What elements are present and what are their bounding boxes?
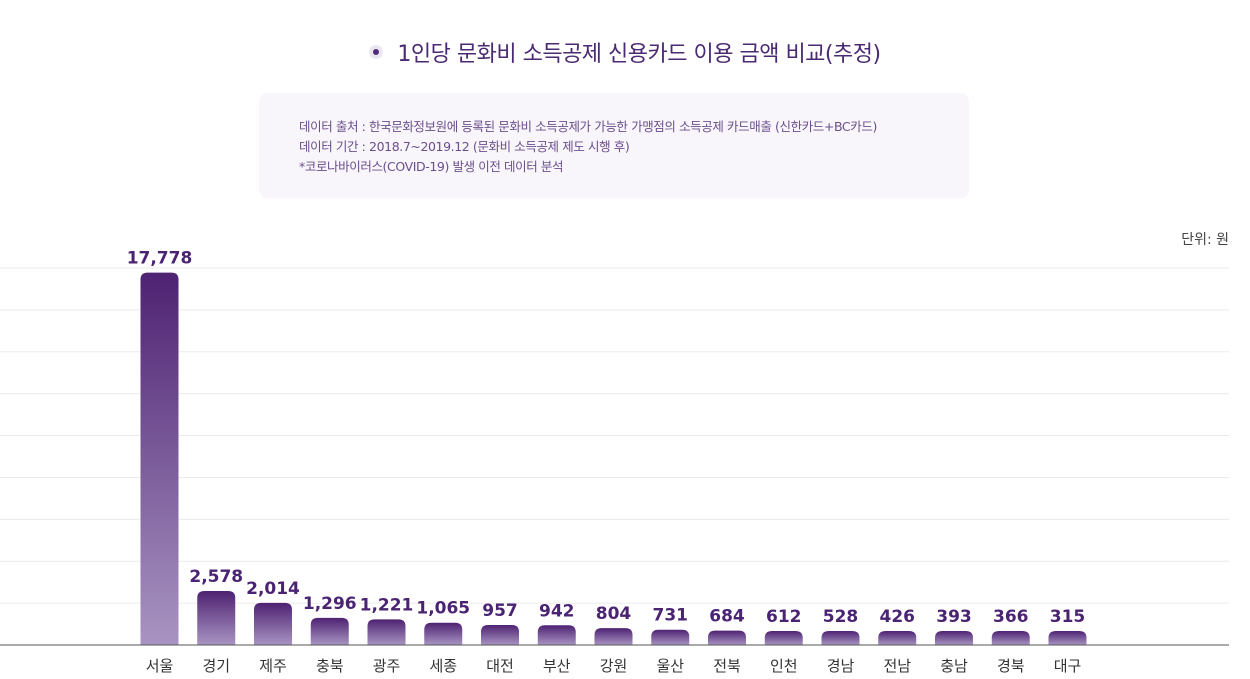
value-label: 1,221	[360, 595, 414, 615]
bar-제주	[254, 602, 292, 645]
value-label: 731	[653, 606, 689, 626]
bar-인천	[764, 631, 803, 645]
category-label: 서울	[146, 657, 174, 675]
bar-부산	[537, 625, 576, 645]
bullet-dot-icon	[369, 45, 384, 59]
category-label: 충남	[940, 657, 968, 675]
value-label: 957	[482, 601, 518, 621]
bar-서울	[140, 272, 179, 645]
value-label: 366	[993, 607, 1029, 627]
category-label: 제주	[259, 657, 287, 675]
value-label: 17,778	[127, 249, 193, 269]
bar-충남	[935, 631, 973, 645]
category-label: 대구	[1054, 657, 1082, 675]
bar-전북	[708, 630, 746, 645]
value-label: 612	[766, 607, 802, 627]
category-label: 대전	[486, 657, 514, 675]
value-label: 426	[880, 607, 916, 627]
bar-울산	[651, 629, 690, 645]
chart-title-row: 1인당 문화비 소득공제 신용카드 이용 금액 비교(추정)	[0, 34, 1250, 70]
category-label: 경기	[202, 657, 230, 675]
category-label: 전북	[713, 657, 741, 675]
bar-경기	[197, 591, 236, 645]
bar-강원	[594, 628, 633, 645]
bar-광주	[367, 619, 406, 645]
category-label: 전남	[883, 657, 911, 675]
note-covid: *코로나바이러스(COVID-19) 발생 이전 데이터 분석	[299, 159, 564, 174]
note-source: 데이터 출처 : 한국문화정보원에 등록된 문화비 소득공제가 가능한 가맹점의…	[299, 119, 877, 134]
value-label: 804	[596, 604, 632, 624]
category-label: 강원	[600, 657, 628, 675]
value-label: 2,014	[246, 579, 300, 599]
category-label: 충북	[316, 657, 344, 675]
bar-전남	[878, 631, 917, 645]
category-label: 울산	[656, 657, 684, 675]
value-label: 684	[709, 607, 745, 627]
value-label: 315	[1050, 607, 1086, 627]
unit-label: 단위: 원	[1181, 232, 1229, 248]
value-label: 528	[823, 607, 859, 627]
bar-경남	[821, 631, 860, 645]
bar-세종	[424, 622, 463, 645]
value-label: 2,578	[189, 567, 243, 587]
data-source-note: 데이터 출처 : 한국문화정보원에 등록된 문화비 소득공제가 가능한 가맹점의…	[259, 93, 969, 198]
category-label: 경북	[997, 657, 1025, 675]
category-label: 경남	[827, 657, 855, 675]
category-label: 세종	[429, 657, 457, 675]
value-label: 393	[936, 607, 972, 627]
value-label: 942	[539, 601, 575, 621]
bar-대전	[481, 624, 519, 645]
chart-title: 1인당 문화비 소득공제 신용카드 이용 금액 비교(추정)	[397, 42, 881, 67]
category-label: 부산	[543, 657, 571, 675]
bar-대구	[1048, 631, 1087, 645]
category-label: 인천	[770, 657, 798, 675]
bar-경북	[991, 631, 1030, 645]
category-label: 광주	[373, 657, 401, 675]
note-period: 데이터 기간 : 2018.7~2019.12 (문화비 소득공제 제도 시행 …	[299, 139, 630, 154]
bar-충북	[310, 617, 349, 645]
value-label: 1,065	[416, 599, 470, 619]
value-label: 1,296	[303, 594, 357, 614]
